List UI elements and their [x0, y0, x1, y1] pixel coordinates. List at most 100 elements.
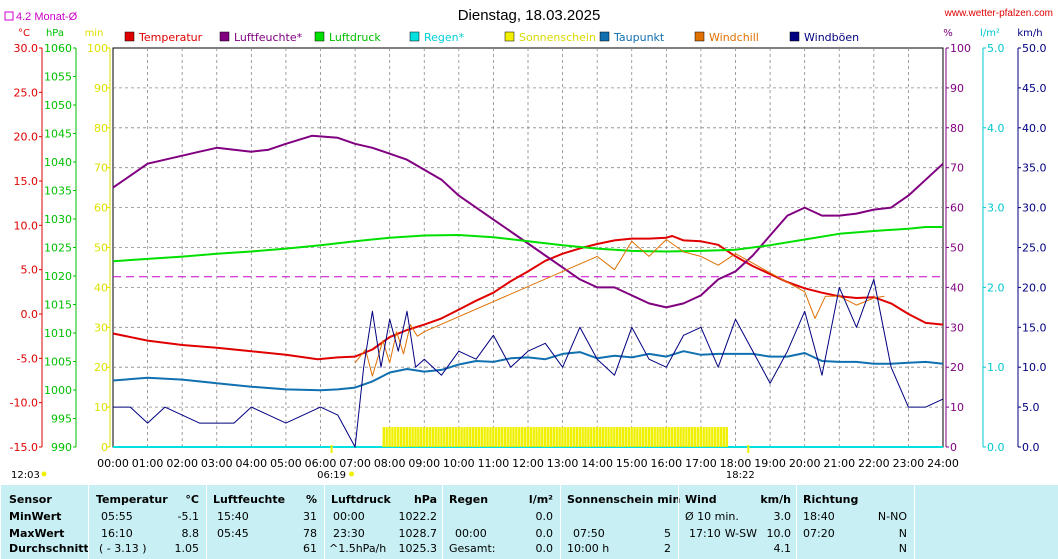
- sunshine-bar: [633, 427, 636, 447]
- stats-cell: MaxWert: [9, 527, 65, 540]
- sunshine-bar: [454, 427, 458, 447]
- stats-cell: N: [898, 542, 907, 555]
- sunshine-bar: [529, 427, 532, 447]
- stats-cell: Luftdruck: [331, 493, 391, 506]
- stats-cell: 3.0: [773, 510, 792, 523]
- sunshine-bar: [607, 427, 610, 447]
- stats-cell: km/h: [760, 493, 791, 506]
- sunshine-bar: [474, 427, 478, 447]
- sunshine-bar: [512, 427, 515, 447]
- series-5: [112, 350, 944, 392]
- sunshine-bar: [639, 427, 642, 447]
- stats-cell: 1022.2: [398, 510, 438, 523]
- sunshine-bar: [688, 427, 691, 447]
- sunshine-bar: [647, 427, 651, 447]
- stats-cell: ( - 3.13 ): [99, 542, 147, 555]
- sunshine-bar: [541, 427, 544, 447]
- series-0: [112, 235, 944, 361]
- sunshine-bar: [584, 427, 587, 447]
- sunshine-bar: [618, 427, 622, 447]
- stats-cell: 78: [303, 527, 317, 540]
- stats-col-sunshine: Sonnenschein min 07:50 5 10:00 h 2: [560, 485, 681, 559]
- humidity-axis-tick: 20: [950, 361, 964, 374]
- stats-cell: Richtung: [803, 493, 859, 506]
- sunshine-bar: [443, 427, 446, 447]
- stats-cell: 1.05: [174, 542, 200, 555]
- legend-swatch: [789, 31, 800, 42]
- sunshine-bar: [636, 427, 639, 447]
- wind-axis-tick: 40.0: [1022, 122, 1047, 135]
- sunshine-bar: [388, 427, 391, 447]
- pressure-axis-tick: 1015: [44, 299, 72, 312]
- series-line: [354, 239, 885, 377]
- stats-cell: Sonnenschein min: [567, 493, 681, 506]
- stats-cell: 1025.3: [398, 542, 438, 555]
- sunshine-bar: [385, 427, 388, 447]
- rain-axis-tick: 4.0: [987, 122, 1005, 135]
- stats-cell: l/m²: [528, 493, 553, 506]
- minutes-axis-tick: 100: [87, 42, 108, 55]
- pressure-axis-tick: 1055: [44, 71, 72, 84]
- x-tick-label: 23:00: [893, 457, 925, 470]
- sunshine-bar: [428, 427, 432, 447]
- temp-axis-tick: -10.0: [10, 397, 38, 410]
- sunshine-bar: [676, 427, 679, 447]
- sunshine-bar: [437, 427, 440, 447]
- stats-cell: %: [305, 493, 317, 506]
- sunshine-bar: [440, 427, 443, 447]
- stats-table: Sensor MinWert MaxWert Durchschnitt Temperat…: [0, 485, 1058, 559]
- legend-item: Luftdruck: [329, 31, 381, 44]
- sun-icon: [41, 471, 47, 477]
- sunshine-bar: [396, 427, 400, 447]
- sunshine-bar: [670, 427, 674, 447]
- stats-cell: 8.8: [181, 527, 200, 540]
- x-tick-label: 24:00: [927, 457, 959, 470]
- wind-axis-tick: 30.0: [1022, 202, 1047, 215]
- sunshine-bar: [682, 427, 685, 447]
- legend-swatch: [694, 31, 705, 42]
- wind-axis-tick: 20.0: [1022, 281, 1047, 294]
- sunshine-bar: [408, 427, 411, 447]
- temp-axis-tick: 0.0: [21, 308, 39, 321]
- sunshine-bar: [679, 427, 682, 447]
- sunshine-bar: [494, 427, 498, 447]
- sunshine-bar: [650, 427, 654, 447]
- pressure-axis-tick: 995: [51, 413, 72, 426]
- sunshine-bar: [486, 427, 489, 447]
- website-link[interactable]: www.wetter-pfalzen.com: [944, 8, 1053, 19]
- chart-title: Dienstag, 18.03.2025: [458, 7, 601, 24]
- stats-cell: 07:50: [573, 527, 605, 540]
- temp-axis-tick: -5.0: [17, 352, 38, 365]
- sunshine-bar: [575, 427, 579, 447]
- stats-cell: 31: [303, 510, 317, 523]
- humidity-axis-tick: 40: [950, 281, 964, 294]
- stats-cell: W-SW: [724, 527, 757, 540]
- pressure-axis-tick: 990: [51, 441, 72, 454]
- rain-axis-tick: 0.0: [987, 441, 1005, 454]
- sunshine-bar: [394, 427, 397, 447]
- sunshine-bar: [590, 427, 593, 447]
- stats-cell: 18:40: [803, 510, 835, 523]
- sunshine-bar: [587, 427, 590, 447]
- temp-axis-tick: 20.0: [14, 131, 39, 144]
- stats-cell: -5.1: [177, 510, 199, 523]
- unit-label: %: [943, 28, 953, 39]
- x-tick-label: 06:00: [305, 457, 337, 470]
- minutes-axis-tick: 20: [94, 361, 108, 374]
- pressure-axis-tick: 1000: [44, 384, 72, 397]
- sunshine-bar: [500, 427, 504, 447]
- x-tick-label: 21:00: [823, 457, 855, 470]
- sunshine-bar: [506, 427, 509, 447]
- humidity-axis-tick: 10: [950, 401, 964, 414]
- x-tick-label: 03:00: [201, 457, 233, 470]
- temp-axis-tick: 5.0: [21, 264, 39, 277]
- temp-axis-tick: 15.0: [14, 175, 39, 188]
- sunshine-bars: [382, 427, 728, 447]
- sunshine-bar: [711, 427, 714, 447]
- x-tick-label: 07:00: [339, 457, 371, 470]
- rain-axis-tick: 1.0: [987, 361, 1005, 374]
- sunshine-bar: [538, 427, 541, 447]
- humidity-axis-tick: 90: [950, 82, 964, 95]
- unit-label: l/m²: [980, 28, 1000, 39]
- sunshine-bar: [515, 427, 518, 447]
